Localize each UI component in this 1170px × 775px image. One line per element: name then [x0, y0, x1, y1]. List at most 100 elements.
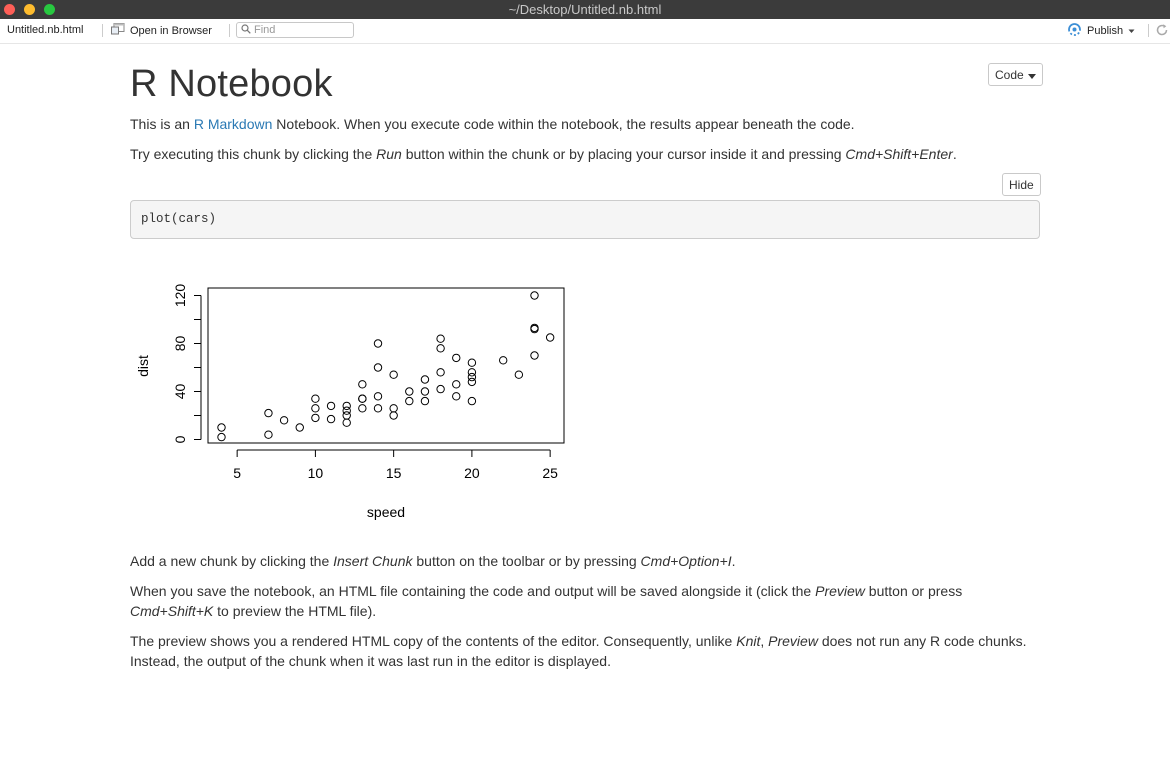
- data-point: [467, 372, 477, 382]
- open-in-browser-button[interactable]: Open in Browser: [111, 23, 212, 38]
- data-point: [373, 404, 383, 413]
- x-tick-label: 5: [233, 465, 241, 481]
- data-point: [530, 291, 539, 300]
- intro-paragraph: This is an R Markdown Notebook. When you…: [130, 114, 855, 134]
- browser-icon: [111, 23, 125, 38]
- data-point: [373, 339, 383, 348]
- maximize-window-button[interactable]: [44, 4, 55, 15]
- text-run-em: Run: [376, 146, 402, 162]
- file-name-label: Untitled.nb.html: [7, 24, 84, 36]
- text-run: Try executing this chunk by clicking the: [130, 146, 377, 162]
- text-run-em: Preview: [815, 583, 865, 599]
- data-point: [467, 396, 477, 406]
- insert-chunk-paragraph: Add a new chunk by clicking the Insert C…: [130, 551, 736, 571]
- run-instructions-paragraph: Try executing this chunk by clicking the…: [130, 144, 957, 164]
- data-point: [342, 406, 351, 415]
- data-point: [311, 394, 320, 403]
- y-tick-label: 80: [172, 336, 188, 352]
- y-tick-label: 0: [172, 435, 188, 443]
- data-point: [389, 404, 398, 413]
- find-box: [236, 22, 354, 38]
- code-chunk[interactable]: plot(cars): [130, 200, 1040, 239]
- viewer-toolbar: Untitled.nb.html Open in Browser Publish: [0, 19, 1170, 44]
- data-point: [217, 432, 226, 442]
- plot-frame: [207, 287, 565, 444]
- code-dropdown-button[interactable]: Code: [988, 63, 1043, 86]
- data-point: [420, 387, 430, 396]
- text-run: Add a new chunk by clicking the: [130, 553, 334, 569]
- window-title: ~/Desktop/Untitled.nb.html: [508, 2, 662, 17]
- data-point: [373, 392, 383, 401]
- data-point: [326, 414, 336, 424]
- data-point: [467, 377, 477, 387]
- text-run: .: [952, 146, 957, 162]
- y-tick-label: 40: [172, 384, 188, 400]
- open-in-browser-label: Open in Browser: [130, 24, 212, 37]
- search-icon: [241, 23, 251, 37]
- text-run: Instead, the output of the chunk when it…: [130, 653, 611, 669]
- data-point: [342, 418, 351, 427]
- publish-label: Publish: [1087, 25, 1124, 37]
- data-point: [279, 416, 289, 425]
- text-run: The preview shows you a rendered HTML co…: [130, 633, 737, 649]
- text-run: does not run any R code chunks.: [817, 633, 1027, 649]
- find-input[interactable]: [254, 24, 350, 36]
- data-point: [295, 423, 304, 432]
- data-point: [420, 396, 430, 406]
- intro-text-start: This is an: [130, 116, 194, 132]
- x-tick-label: 10: [308, 465, 324, 481]
- data-point: [358, 404, 367, 413]
- refresh-icon[interactable]: [1155, 23, 1169, 40]
- data-point: [452, 353, 461, 363]
- data-point: [436, 334, 445, 343]
- data-point: [342, 401, 351, 411]
- data-point: [358, 380, 367, 389]
- data-point: [467, 358, 477, 367]
- data-point: [530, 323, 539, 333]
- toolbar-divider: [1148, 24, 1149, 37]
- x-axis-label: speed: [367, 504, 405, 520]
- data-point: [389, 370, 398, 379]
- x-tick-label: 15: [386, 465, 402, 481]
- text-run: When you save the notebook, an HTML file…: [130, 583, 816, 599]
- publish-icon: [1067, 23, 1082, 39]
- text-run: button within the chunk or by placing yo…: [401, 146, 846, 162]
- data-point: [326, 401, 336, 411]
- text-run: .: [731, 553, 736, 569]
- data-point: [420, 375, 430, 384]
- preview-paragraph: The preview shows you a rendered HTML co…: [130, 631, 1027, 671]
- minimize-window-button[interactable]: [24, 4, 35, 15]
- text-run-em: Cmd+Shift+K: [130, 603, 214, 619]
- y-tick-label: 120: [172, 284, 188, 308]
- text-run: button on the toolbar or by pressing: [412, 553, 641, 569]
- data-point: [436, 344, 445, 353]
- data-point: [217, 423, 226, 432]
- data-point: [452, 380, 461, 389]
- y-axis-label: dist: [135, 355, 151, 377]
- data-point: [342, 411, 351, 420]
- data-point: [467, 368, 477, 377]
- data-point: [389, 411, 398, 420]
- text-run-em: Insert Chunk: [333, 553, 413, 569]
- caret-down-icon: [1027, 68, 1036, 82]
- data-point: [545, 333, 555, 342]
- publish-button[interactable]: Publish: [1067, 23, 1135, 39]
- r-markdown-link[interactable]: R Markdown: [193, 116, 273, 132]
- title-bar: ~/Desktop/Untitled.nb.html: [0, 0, 1170, 19]
- toolbar-divider: [229, 24, 230, 37]
- text-run-em: Knit: [736, 633, 761, 649]
- chevron-down-icon: [1128, 25, 1135, 37]
- data-point: [264, 408, 273, 418]
- close-window-button[interactable]: [4, 4, 15, 15]
- intro-text-end: Notebook. When you execute code within t…: [272, 116, 855, 132]
- text-run: button or press: [864, 583, 963, 599]
- hide-code-button[interactable]: Hide: [1002, 173, 1041, 196]
- text-run: ,: [760, 633, 769, 649]
- data-point: [452, 392, 461, 401]
- save-notebook-paragraph: When you save the notebook, an HTML file…: [130, 581, 962, 621]
- text-run: to preview the HTML file).: [213, 603, 377, 619]
- data-point: [436, 384, 445, 394]
- data-point: [436, 368, 445, 377]
- data-point: [405, 396, 414, 406]
- data-point: [530, 351, 539, 360]
